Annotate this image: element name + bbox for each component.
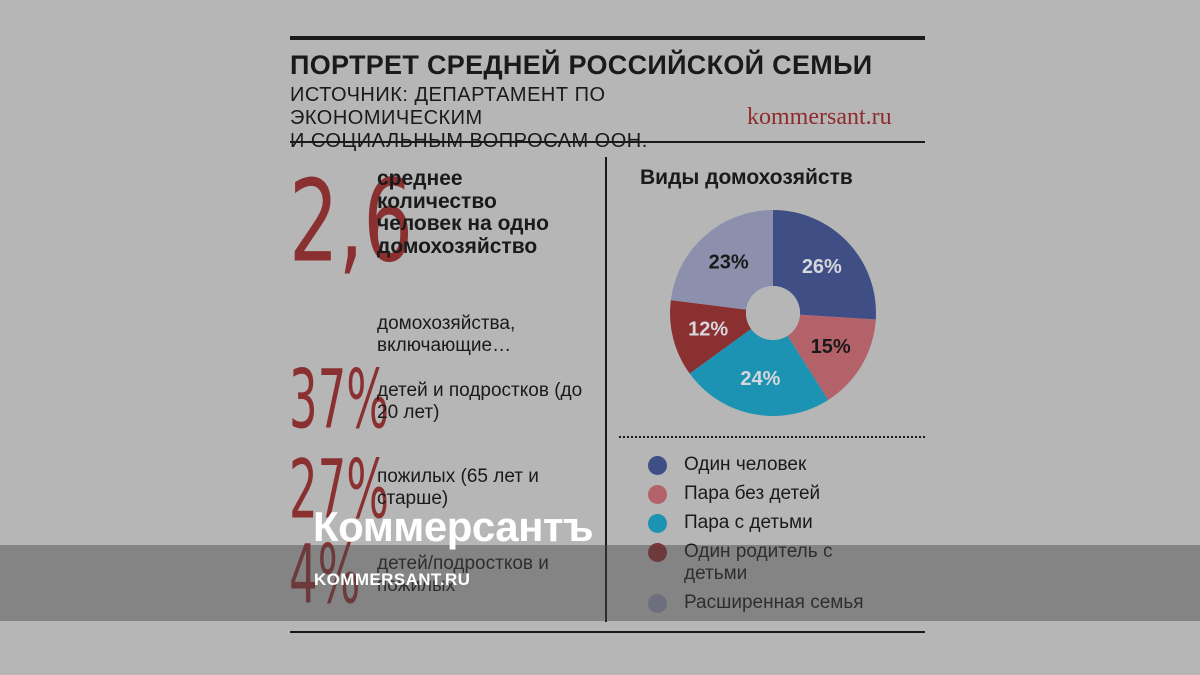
pie-slice-extended-family — [670, 210, 773, 310]
page-title: ПОРТРЕТ СРЕДНЕЙ РОССИЙСКОЙ СЕМЬИ — [290, 50, 873, 80]
avg-household-size-label: среднее количество человек на одно домох… — [377, 167, 550, 258]
stat-value-both: 4% — [289, 528, 361, 623]
legend-swatch — [648, 456, 667, 475]
legend-swatch — [648, 485, 667, 504]
avg-household-size-value: 2,6 — [289, 157, 414, 288]
donut-hole — [746, 286, 800, 340]
watermark-logo: Коммерсантъ — [313, 503, 594, 550]
stat-label-both: детей/подростков и пожилых — [377, 553, 549, 596]
legend-item-couple-with-children: Пара с детьми — [648, 512, 813, 534]
legend-item-couple-no-children: Пара без детей — [648, 483, 820, 505]
legend-label: Один человек — [684, 454, 807, 475]
households-intro: домохозяйства, включающие… — [377, 313, 516, 356]
legend-label: Расширенная семья — [684, 592, 864, 613]
watermark-url: KOMMERSANT.RU — [314, 570, 471, 589]
legend-swatch — [648, 514, 667, 533]
pie-label-one-person: 26% — [802, 256, 842, 278]
legend-swatch — [648, 543, 667, 562]
legend-item-extended-family: Расширенная семья — [648, 592, 864, 614]
stat-label-elderly: пожилых (65 лет и старше) — [377, 466, 539, 509]
source-line-1: ИСТОЧНИК: ДЕПАРТАМЕНТ ПО ЭКОНОМИЧЕСКИМ — [290, 84, 606, 129]
top-rule — [290, 36, 925, 40]
pie-label-single-parent: 12% — [688, 319, 728, 341]
legend-item-one-person: Один человек — [648, 454, 806, 476]
pie-label-extended-family: 23% — [709, 252, 749, 274]
stat-value-elderly: 27% — [289, 443, 390, 538]
legend-item-single-parent: Один родитель с детьми — [648, 541, 844, 585]
pie-slice-single-parent — [670, 300, 752, 374]
bottom-rule — [290, 631, 925, 633]
chart-title: Виды домохозяйств — [640, 166, 853, 189]
legend-swatch — [648, 594, 667, 613]
legend-divider — [619, 436, 925, 438]
pie-label-couple-with-children: 24% — [740, 368, 780, 390]
legend-label: Пара без детей — [684, 483, 821, 504]
pie-slice-couple-no-children — [787, 314, 876, 400]
source-text: ИСТОЧНИК: ДЕПАРТАМЕНТ ПО ЭКОНОМИЧЕСКИМ И… — [290, 84, 770, 153]
watermark-band — [0, 545, 1200, 621]
pie-slice-one-person — [773, 210, 876, 320]
legend-label: Пара с детьми — [684, 512, 813, 533]
pie-slice-couple-with-children — [689, 328, 829, 417]
header-rule — [290, 141, 925, 143]
brand-logo: kommersant.ru — [747, 104, 892, 130]
column-divider — [605, 157, 607, 622]
stat-value-children: 37% — [289, 353, 390, 448]
pie-label-couple-no-children: 15% — [811, 336, 851, 358]
legend-label: Один родитель с детьми — [684, 541, 833, 584]
stat-label-children: детей и подростков (до 20 лет) — [377, 380, 583, 423]
